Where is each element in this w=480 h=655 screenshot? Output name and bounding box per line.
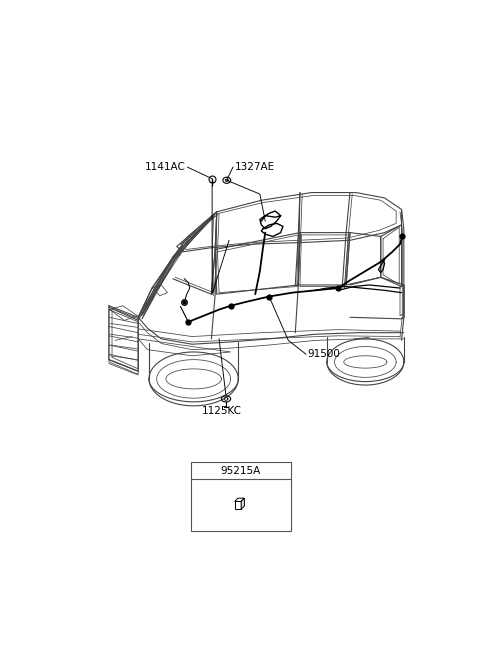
Text: 95215A: 95215A [220, 466, 261, 476]
Text: 1125KC: 1125KC [201, 406, 241, 416]
Polygon shape [235, 498, 244, 502]
Text: 1141AC: 1141AC [145, 162, 186, 172]
Polygon shape [241, 498, 244, 510]
Polygon shape [235, 502, 241, 510]
Bar [191, 462, 291, 531]
Text: 91500: 91500 [308, 349, 340, 359]
Text: 1327AE: 1327AE [234, 162, 275, 172]
